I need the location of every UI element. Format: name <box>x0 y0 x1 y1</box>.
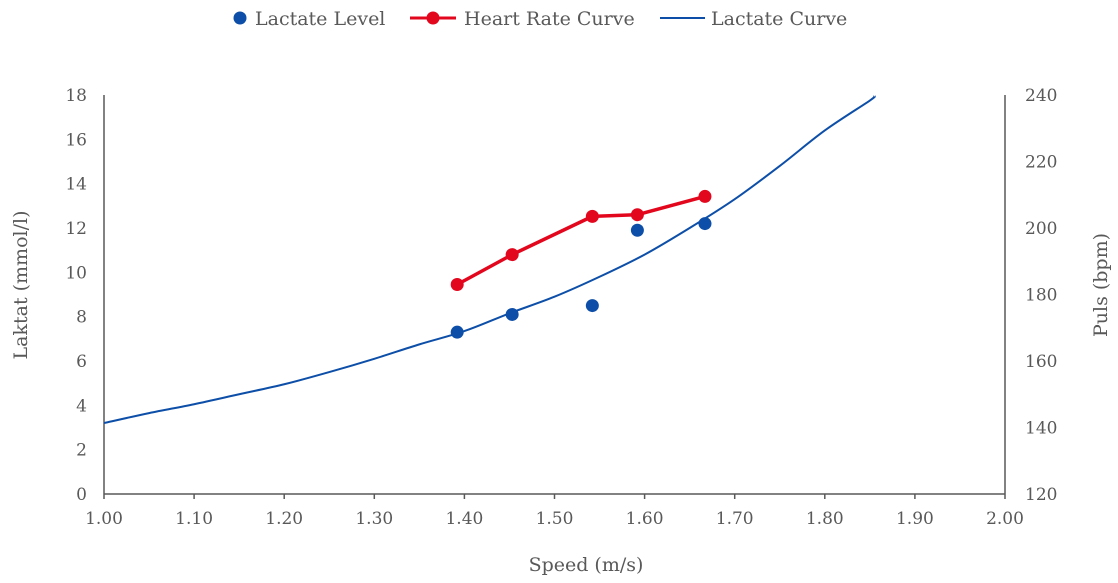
heart-rate-point[interactable] <box>698 189 712 203</box>
legend-item-lactate-curve[interactable]: Lactate Curve <box>660 8 847 30</box>
x-tick-label: 1.10 <box>175 509 213 529</box>
legend-item-lactate-level[interactable]: Lactate Level <box>233 8 386 30</box>
x-axis-ticks: 1.00 1.10 1.20 1.30 1.40 1.50 1.60 1.70 1.80 1.90… <box>85 494 1024 529</box>
left-tick-label: 14 <box>65 175 87 195</box>
lactate-level-point[interactable] <box>630 223 644 237</box>
legend-label-heart-rate-curve: Heart Rate Curve <box>464 8 635 30</box>
right-tick-label: 160 <box>1025 352 1057 372</box>
x-tick-label: 1.90 <box>896 509 934 529</box>
x-tick-label: 1.50 <box>536 509 574 529</box>
right-tick-label: 220 <box>1025 153 1057 173</box>
lactate-level-point[interactable] <box>505 307 519 321</box>
right-tick-label: 240 <box>1025 86 1057 106</box>
x-tick-label: 1.70 <box>716 509 754 529</box>
lactate-level-point[interactable] <box>450 325 464 339</box>
left-tick-label: 10 <box>65 263 87 283</box>
heart-rate-point[interactable] <box>585 209 599 223</box>
left-tick-label: 6 <box>76 352 87 372</box>
plot-area <box>103 95 876 425</box>
legend-label-lactate-curve: Lactate Curve <box>711 8 847 30</box>
x-tick-label: 2.00 <box>986 509 1024 529</box>
right-tick-label: 200 <box>1025 219 1057 239</box>
x-tick-label: 1.30 <box>355 509 393 529</box>
legend-marker-lactate-level <box>233 11 247 25</box>
left-axis-ticks: 0 2 4 6 8 10 12 14 16 18 <box>65 86 87 505</box>
left-tick-label: 0 <box>76 485 87 505</box>
legend-label-lactate-level: Lactate Level <box>255 8 385 30</box>
right-axis-ticks: 120 140 160 180 200 220 240 <box>1025 86 1057 505</box>
right-tick-label: 120 <box>1025 485 1057 505</box>
x-tick-label: 1.60 <box>626 509 664 529</box>
right-tick-label: 180 <box>1025 286 1057 306</box>
legend: Lactate Level Heart Rate Curve Lactate C… <box>233 8 847 30</box>
left-axis-title: Laktat (mmol/l) <box>10 211 32 360</box>
heart-rate-point[interactable] <box>505 248 519 262</box>
lactate-level-point[interactable] <box>585 299 599 313</box>
x-axis-title: Speed (m/s) <box>529 554 644 576</box>
left-tick-label: 16 <box>65 130 87 150</box>
left-tick-label: 8 <box>76 308 87 328</box>
series-line-lactate-curve <box>103 95 876 425</box>
left-tick-label: 4 <box>76 396 87 416</box>
lactate-level-point[interactable] <box>698 217 712 231</box>
x-tick-label: 1.40 <box>445 509 483 529</box>
x-tick-label: 1.00 <box>85 509 123 529</box>
heart-rate-point[interactable] <box>630 208 644 222</box>
left-tick-label: 2 <box>76 441 87 461</box>
x-tick-label: 1.20 <box>265 509 303 529</box>
right-axis-title: Puls (bpm) <box>1090 233 1112 337</box>
legend-item-heart-rate-curve[interactable]: Heart Rate Curve <box>410 8 635 30</box>
heart-rate-point[interactable] <box>450 278 464 292</box>
legend-marker-heart-rate-curve <box>426 11 440 25</box>
left-tick-label: 18 <box>65 86 87 106</box>
left-tick-label: 12 <box>65 219 87 239</box>
right-tick-label: 140 <box>1025 419 1057 439</box>
x-tick-label: 1.80 <box>806 509 844 529</box>
